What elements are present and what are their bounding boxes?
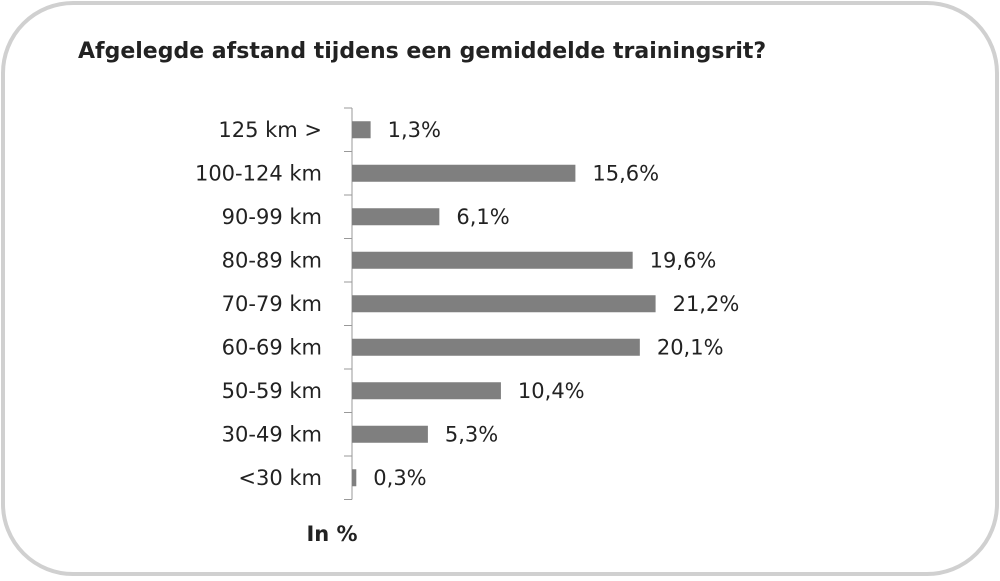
value-label: 0,3%: [373, 466, 426, 490]
value-label: 10,4%: [518, 379, 585, 403]
value-label: 19,6%: [650, 248, 717, 272]
value-label: 5,3%: [445, 422, 498, 446]
y-tick-label: 80-89 km: [222, 248, 322, 272]
bar: [352, 251, 633, 269]
value-label: 20,1%: [657, 335, 724, 359]
y-tick-label: 60-69 km: [222, 335, 322, 359]
value-label: 21,2%: [673, 292, 740, 316]
y-tick-label: 50-59 km: [222, 379, 322, 403]
value-label: 1,3%: [388, 118, 441, 142]
bar: [352, 425, 428, 443]
x-axis-label: In %: [306, 522, 357, 546]
y-tick-label: 125 km >: [218, 118, 322, 142]
y-tick-label: 90-99 km: [222, 205, 322, 229]
bar: [352, 208, 440, 226]
bar: [352, 338, 640, 356]
bar: [352, 382, 501, 400]
y-tick-label: <30 km: [238, 466, 322, 490]
bar: [352, 295, 656, 313]
bar: [352, 164, 576, 182]
y-tick-label: 100-124 km: [195, 161, 322, 185]
y-tick-label: 30-49 km: [222, 422, 322, 446]
y-tick-label: 70-79 km: [222, 292, 322, 316]
value-label: 6,1%: [456, 205, 509, 229]
bar: [352, 469, 357, 487]
chart-title: Afgelegde afstand tijdens een gemiddelde…: [78, 39, 766, 64]
value-label: 15,6%: [592, 161, 659, 185]
bar: [352, 121, 371, 139]
